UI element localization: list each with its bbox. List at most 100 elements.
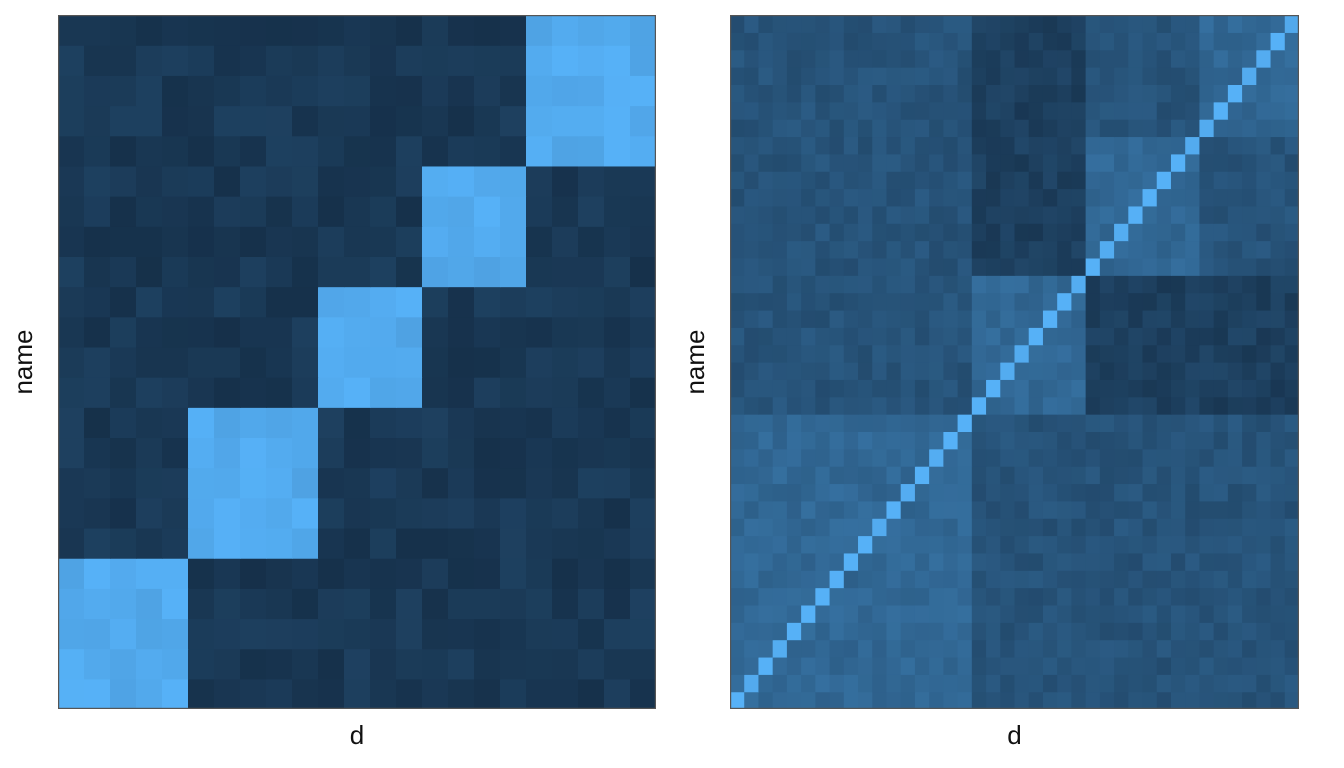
heatmap-cell (58, 588, 85, 620)
heatmap-cell (1000, 119, 1016, 138)
heatmap-cell (578, 286, 605, 318)
heatmap-cell (1284, 552, 1299, 571)
heatmap-cell (1014, 49, 1030, 68)
heatmap-cell (1085, 84, 1101, 103)
heatmap-cell (929, 344, 944, 363)
heatmap-cell (110, 45, 137, 76)
heatmap-cell (1000, 171, 1016, 190)
heatmap-cell (84, 678, 111, 709)
heatmap-cell (758, 431, 774, 450)
heatmap-cell (1071, 396, 1087, 415)
heatmap-cell (815, 49, 831, 68)
heatmap-cell (1185, 414, 1201, 432)
heatmap-cell (1085, 67, 1101, 85)
heatmap-cell (1185, 518, 1201, 537)
heatmap-cell (1085, 32, 1101, 51)
heatmap-cell (1142, 240, 1158, 259)
heatmap-cell (786, 344, 802, 363)
heatmap-cell (957, 674, 973, 693)
heatmap-cell (943, 570, 959, 589)
heatmap-cell (1000, 327, 1016, 346)
heatmap-cell (1199, 656, 1215, 675)
heatmap-cell (1156, 379, 1172, 398)
heatmap-cell (214, 618, 241, 650)
heatmap-cell (1014, 275, 1030, 294)
heatmap-cell (1227, 518, 1243, 537)
heatmap-cell (801, 67, 816, 85)
heatmap-cell (1256, 257, 1272, 276)
heatmap-cell (1114, 344, 1129, 363)
heatmap-cell (815, 518, 831, 537)
heatmap-cell (786, 448, 802, 467)
heatmap-cell (1156, 622, 1172, 641)
heatmap-cell (188, 497, 215, 529)
heatmap-cell (744, 604, 760, 623)
heatmap-cell (1114, 535, 1129, 554)
heatmap-cell (1170, 15, 1186, 33)
heatmap-cell (1142, 448, 1158, 467)
heatmap-cell (1199, 49, 1215, 68)
heatmap-cell (58, 527, 85, 559)
heatmap-cell (1284, 535, 1299, 554)
heatmap-cell (448, 196, 475, 227)
heatmap-cell (1114, 119, 1129, 138)
heatmap-cell (914, 379, 930, 398)
heatmap-cell (396, 286, 423, 318)
heatmap-cell (986, 674, 1001, 693)
heatmap-cell (630, 135, 656, 167)
heatmap-cell (1071, 500, 1087, 519)
heatmap-cell (730, 344, 745, 363)
heatmap-cell (1128, 396, 1144, 415)
heatmap-cell (900, 101, 916, 120)
heatmap-cell (188, 407, 215, 439)
heatmap-cell (526, 346, 553, 378)
heatmap-cell (843, 622, 859, 641)
heatmap-cell (986, 691, 1001, 709)
heatmap-cell (1256, 448, 1272, 467)
heatmap-cell (829, 292, 845, 311)
heatmap-cell (1071, 275, 1087, 294)
heatmap-cell (110, 377, 137, 408)
heatmap-cell (1156, 292, 1172, 311)
heatmap-cell (370, 226, 397, 257)
heatmap-cell (422, 256, 449, 288)
heatmap-cell (1099, 136, 1115, 155)
heatmap-cell (1242, 448, 1257, 467)
heatmap-cell (1042, 136, 1058, 155)
heatmap-cell (84, 135, 111, 167)
heatmap-cell (772, 587, 788, 606)
heatmap-cell (1085, 223, 1101, 242)
heatmap-cell (318, 135, 345, 167)
heatmap-cell (136, 407, 163, 439)
heatmap-cell (552, 15, 579, 46)
heatmap-cell (801, 275, 816, 294)
right-y-axis-label: name (680, 329, 710, 395)
heatmap-cell (1142, 205, 1158, 224)
heatmap-cell (1000, 223, 1016, 242)
heatmap-cell (1213, 535, 1229, 554)
heatmap-cell (110, 286, 137, 318)
left-y-axis-label: name (8, 329, 38, 395)
heatmap-cell (240, 467, 267, 499)
heatmap-cell (829, 396, 845, 415)
heatmap-cell (772, 49, 788, 68)
heatmap-cell (943, 518, 959, 537)
heatmap-cell (1227, 396, 1243, 415)
heatmap-cell (1256, 362, 1272, 380)
heatmap-cell (1042, 396, 1058, 415)
heatmap-cell (1099, 604, 1115, 623)
heatmap-cell (943, 656, 959, 675)
heatmap-cell (801, 396, 816, 415)
heatmap-cell (422, 437, 449, 469)
heatmap-cell (110, 165, 137, 197)
heatmap-cell (604, 497, 631, 529)
heatmap-cell (1170, 240, 1186, 259)
heatmap-cell (1128, 32, 1144, 51)
heatmap-cell (801, 466, 816, 485)
heatmap-cell (1114, 500, 1129, 519)
heatmap-cell (900, 275, 916, 294)
heatmap-cell (1000, 84, 1016, 103)
heatmap-cell (1042, 171, 1058, 190)
heatmap-cell (1185, 483, 1201, 502)
heatmap-cell (578, 346, 605, 378)
